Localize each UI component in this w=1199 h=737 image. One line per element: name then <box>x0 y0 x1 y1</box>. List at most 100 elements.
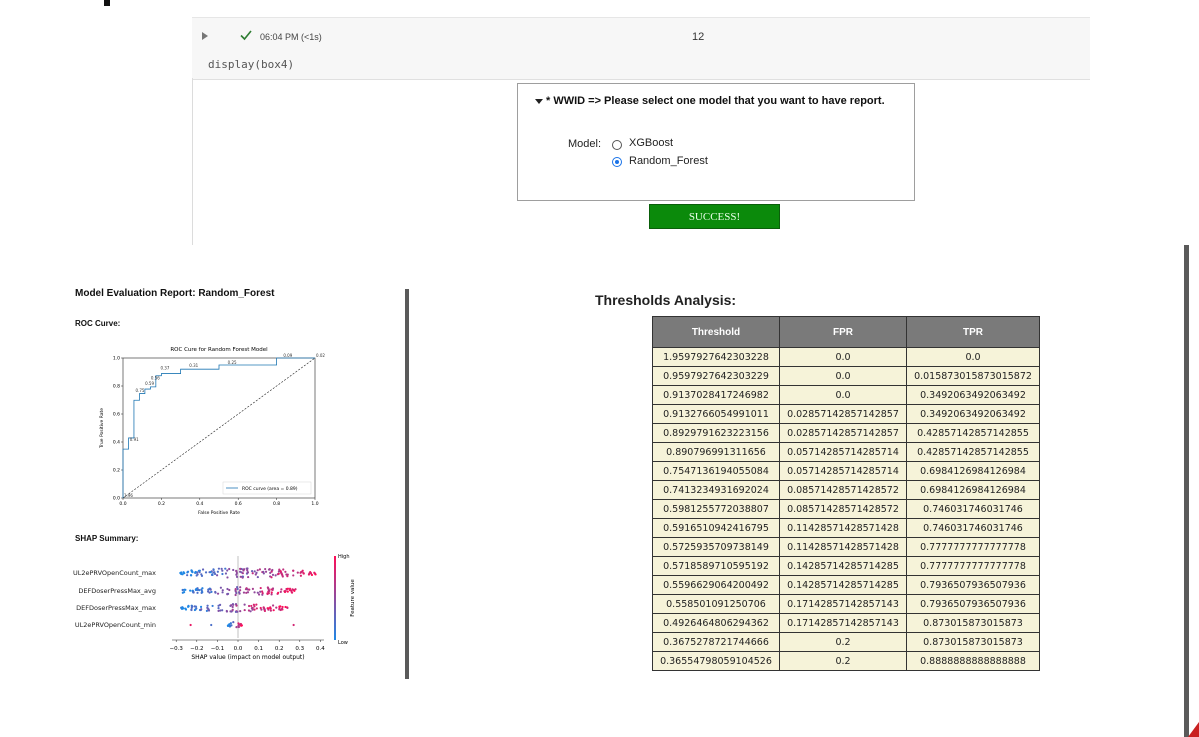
corner-marker <box>1188 722 1199 737</box>
radio-xgboost[interactable] <box>612 140 622 150</box>
shap-point <box>219 586 222 589</box>
tpr-cell: 0.873015873015873 <box>906 613 1040 633</box>
shap-point <box>253 608 256 611</box>
threshold-cell: 0.36554798059104526 <box>652 651 780 671</box>
shap-point <box>280 588 283 591</box>
shap-point <box>257 593 261 596</box>
threshold-cell: 0.9597927642303229 <box>652 366 780 386</box>
shap-point <box>210 590 213 593</box>
shap-point <box>196 591 199 594</box>
roc-threshold-annotation: 0.75 <box>136 388 145 393</box>
shap-point <box>264 567 267 571</box>
radio-label-random-forest[interactable]: Random_Forest <box>629 155 708 167</box>
roc-plot-frame <box>122 357 316 499</box>
notebook-cell[interactable]: 06:04 PM (<1s) 12 display(box4) <box>192 17 1090 80</box>
table-row: 1.9597927642303228 0.0 0.0 <box>652 347 1040 367</box>
shap-feature-label: DEFDoserPressMax_avg <box>78 587 156 595</box>
shap-point <box>271 604 275 607</box>
shap-point <box>208 591 211 594</box>
shap-point <box>270 570 273 573</box>
shap-point <box>237 624 240 627</box>
colorbar-high-label: High <box>338 554 350 560</box>
shap-point <box>206 604 209 607</box>
shap-point <box>255 603 258 606</box>
shap-point <box>191 571 194 574</box>
shap-point <box>299 574 302 577</box>
shap-point <box>241 572 244 575</box>
model-label: Model: <box>568 138 602 150</box>
shap-point <box>193 608 197 612</box>
roc-threshold-annotation: 0.37 <box>160 366 169 371</box>
shap-point <box>261 593 264 596</box>
shap-point <box>251 572 254 575</box>
shap-point <box>284 605 287 609</box>
radio-label-xgboost[interactable]: XGBoost <box>629 137 674 149</box>
shap-point <box>266 607 269 610</box>
shap-point <box>314 573 317 576</box>
shap-point <box>256 569 259 572</box>
roc-xtick-label: 1.0 <box>311 501 318 507</box>
shap-point <box>270 588 273 591</box>
shap-point <box>206 590 210 593</box>
threshold-cell: 0.5596629064200492 <box>652 575 780 595</box>
shap-point <box>308 572 311 575</box>
shap-point <box>254 573 257 576</box>
shap-point <box>197 588 200 591</box>
success-button[interactable]: SUCCESS! <box>649 204 780 229</box>
shap-point <box>230 604 233 607</box>
shap-point <box>247 575 250 579</box>
table-row: 0.9132766054991011 0.02857142857142857 0.3… <box>652 404 1040 424</box>
radio-random-forest[interactable] <box>612 157 622 167</box>
shap-point <box>271 568 274 572</box>
shap-point <box>228 625 232 628</box>
shap-point <box>225 610 229 613</box>
table-row: 0.7413234931692024 0.08571428571428572 0.6… <box>652 480 1040 500</box>
shap-point <box>220 567 223 570</box>
fpr-cell: 0.08571428571428572 <box>779 499 907 519</box>
shap-point <box>230 610 233 613</box>
accordion-toggle-icon[interactable] <box>535 99 543 104</box>
accordion-title[interactable]: * WWID => Please select one model that y… <box>546 95 885 107</box>
shap-point <box>282 568 285 571</box>
model-select-widget: * WWID => Please select one model that y… <box>517 83 915 201</box>
roc-chart-title: ROC Cure for Random Forest Model <box>170 347 268 353</box>
table-row: 0.36554798059104526 0.2 0.8888888888888888 <box>652 651 1040 671</box>
shap-point <box>247 604 251 608</box>
shap-point <box>236 610 239 613</box>
code-line[interactable]: display(box4) <box>208 58 295 71</box>
threshold-cell: 0.890796991311656 <box>652 442 780 462</box>
page-fragment-mark <box>104 0 110 6</box>
roc-xtick-label: 0.2 <box>158 501 165 507</box>
shap-point <box>277 572 280 575</box>
shap-point <box>253 591 256 594</box>
shap-point <box>290 589 293 592</box>
shap-point <box>231 608 234 611</box>
shap-point <box>238 570 242 573</box>
tpr-cell: 0.3492063492063492 <box>906 385 1040 405</box>
shap-point <box>207 588 211 591</box>
roc-threshold-annotation: 1.96 <box>124 493 133 498</box>
table-row: 0.5916510942416795 0.11428571428571428 0.7… <box>652 518 1040 538</box>
roc-legend <box>222 481 312 495</box>
shap-point <box>201 568 205 571</box>
shap-point <box>200 589 203 593</box>
shap-point <box>213 572 217 576</box>
fpr-cell: 0.05714285714285714 <box>779 442 907 462</box>
roc-ytick-label: 0.0 <box>113 496 120 502</box>
colorbar-label: Feature value <box>350 579 356 617</box>
shap-point <box>235 586 239 589</box>
shap-xtick-label: −0.2 <box>190 646 203 652</box>
run-cell-icon[interactable] <box>202 32 208 40</box>
header-threshold: Threshold <box>652 316 780 348</box>
shap-point <box>247 609 251 612</box>
shap-point <box>215 574 219 577</box>
fpr-cell: 0.08571428571428572 <box>779 480 907 500</box>
scrollbar-edge[interactable] <box>1184 245 1189 737</box>
shap-point <box>277 591 280 594</box>
shap-point <box>278 605 281 608</box>
shap-xtick-label: 0.1 <box>254 646 263 652</box>
table-row: 0.4926464806294362 0.17142857142857143 0.8… <box>652 613 1040 633</box>
table-row: 0.5718589710595192 0.14285714285714285 0.7… <box>652 556 1040 576</box>
roc-ytick-label: 0.4 <box>113 440 120 446</box>
table-row: 0.8929791623223156 0.02857142857142857 0.4… <box>652 423 1040 443</box>
